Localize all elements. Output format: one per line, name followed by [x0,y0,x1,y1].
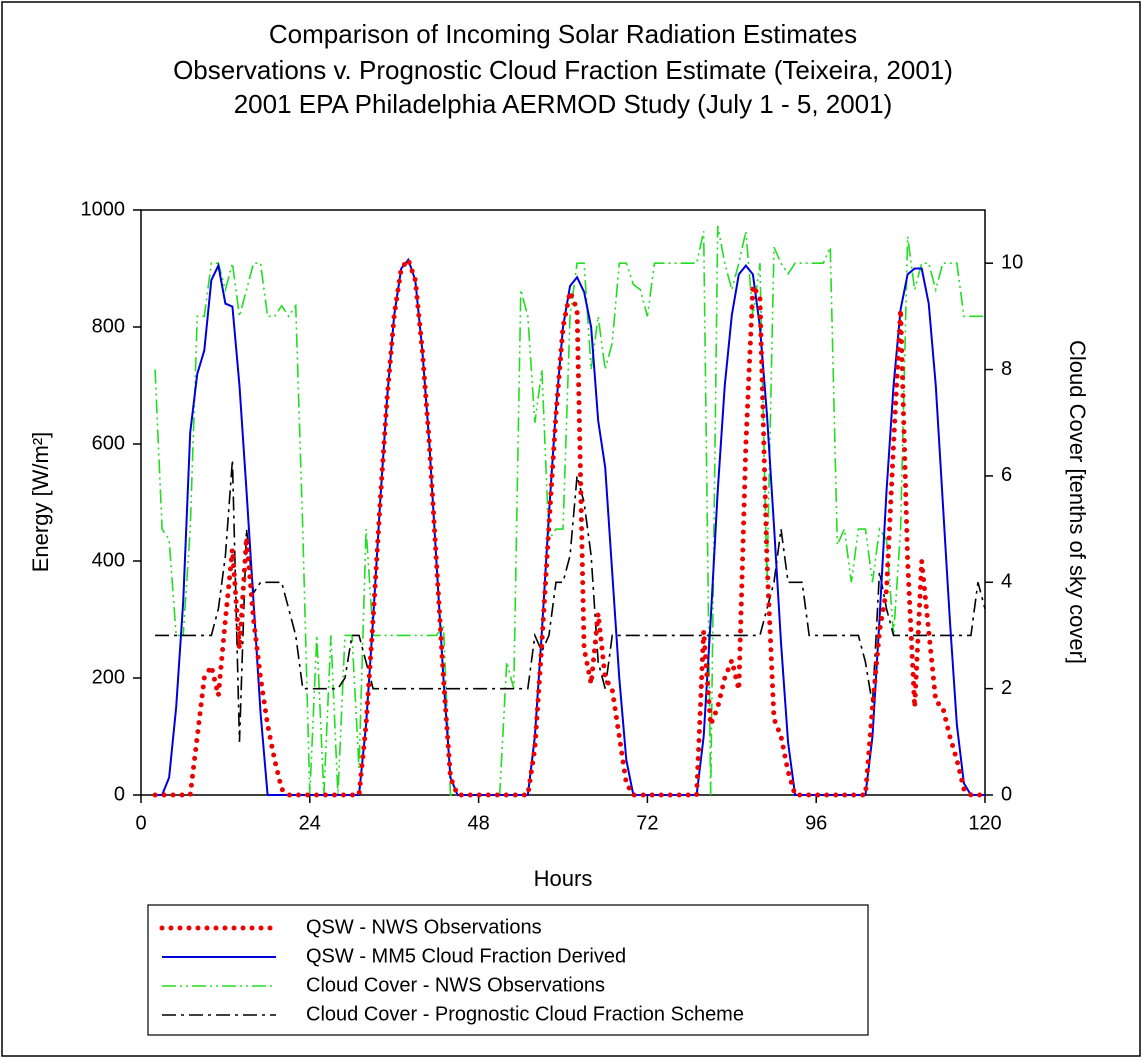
x-tick-label: 96 [805,812,827,834]
y-tick-label: 800 [92,315,125,337]
legend-label: Cloud Cover - Prognostic Cloud Fraction … [306,1003,744,1025]
chart-subtitle: Observations v. Prognostic Cloud Fractio… [173,55,953,85]
series-line [154,225,985,796]
y-tick-label: 200 [92,666,125,688]
y-tick-label: 0 [114,783,125,805]
y-tick-label: 1000 [81,198,126,220]
legend-label: QSW - NWS Observations [306,916,542,938]
y2-tick-label: 2 [1001,677,1012,699]
y2-tick-label: 0 [1001,783,1012,805]
y2-tick-label: 4 [1001,571,1012,593]
y2-axis-label: Cloud Cover [tenths of sky cover] [1065,340,1090,664]
x-axis-label: Hours [534,866,593,891]
y-tick-label: 400 [92,549,125,571]
x-tick-label: 0 [135,812,146,834]
plot-area [140,209,986,796]
series-line [152,254,988,798]
legend-label: Cloud Cover - NWS Observations [306,974,605,996]
y-axis-label: Energy [W/m²] [28,432,53,573]
series-line [155,459,986,742]
y2-tick-label: 8 [1001,358,1012,380]
x-tick-label: 72 [636,812,658,834]
y2-tick-label: 10 [1001,251,1023,273]
y-tick-label: 600 [92,432,125,454]
legend-label: QSW - MM5 Cloud Fraction Derived [306,945,626,967]
chart-title: Comparison of Incoming Solar Radiation E… [269,19,857,49]
x-tick-label: 24 [299,812,321,834]
y2-tick-label: 6 [1001,464,1012,486]
chart-subtitle: 2001 EPA Philadelphia AERMOD Study (July… [234,89,893,119]
x-tick-label: 48 [467,812,489,834]
x-tick-label: 120 [968,812,1001,834]
